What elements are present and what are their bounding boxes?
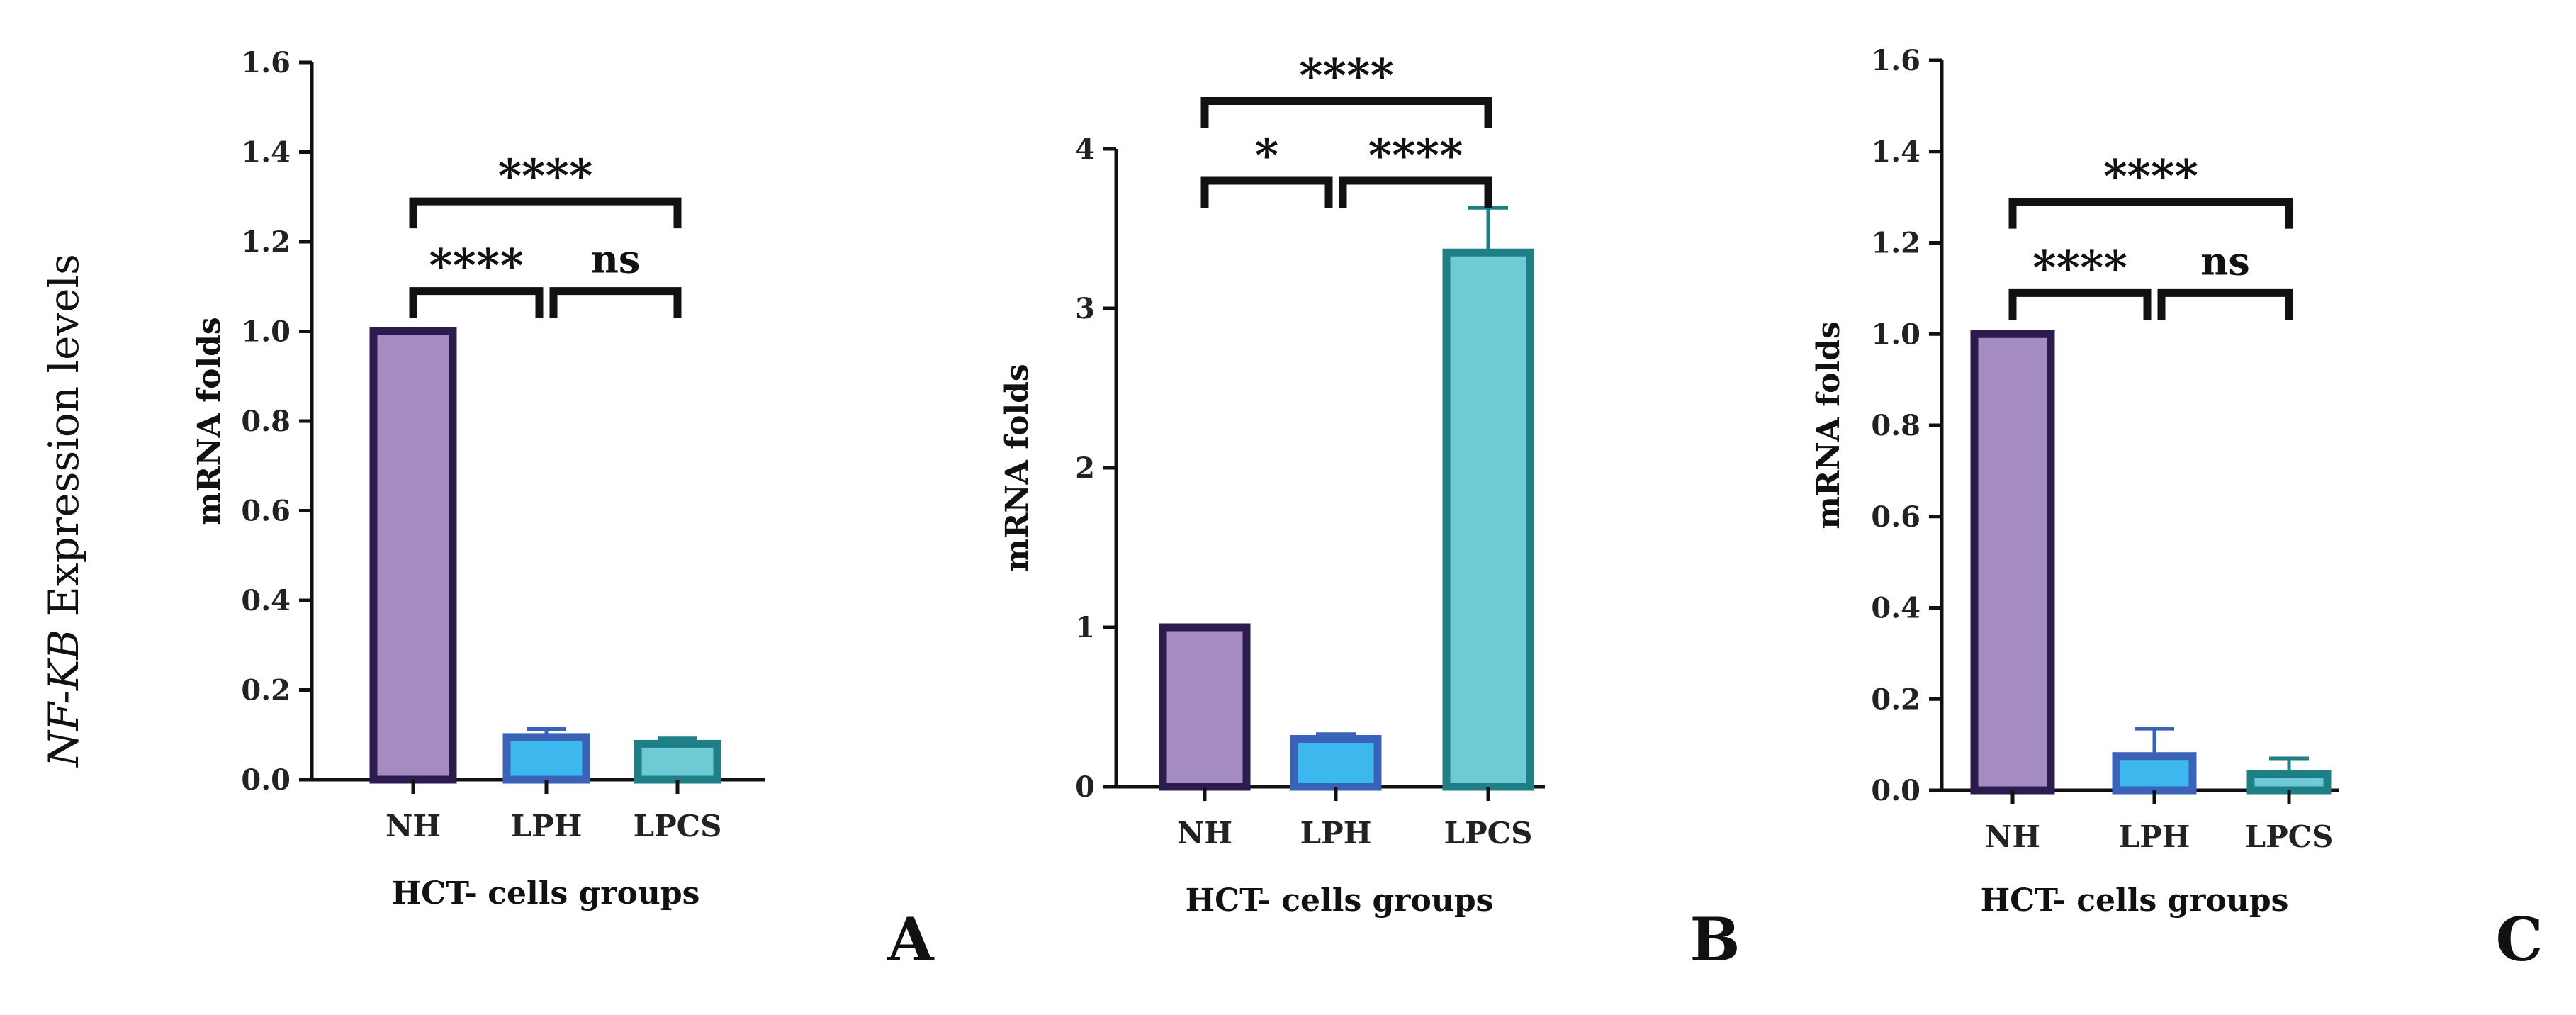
significance-bracket <box>409 287 544 318</box>
y-tick-label: 1.0 <box>241 315 291 349</box>
x-axis-title: HCT- cells groups <box>392 875 700 912</box>
significance-label: **** <box>2032 241 2127 294</box>
y-tick-label: 0.6 <box>241 495 291 528</box>
significance-bracket <box>409 197 682 229</box>
significance-bracket <box>2008 288 2152 320</box>
x-tick-label: LPCS <box>1444 816 1533 851</box>
bar-lph <box>1290 735 1382 791</box>
y-tick-label: 1 <box>1075 611 1095 644</box>
y-tick-label: 0 <box>1075 770 1095 804</box>
y-axis-title: mRNA folds <box>1811 321 1847 529</box>
y-tick-label: 0.6 <box>1871 500 1920 534</box>
y-tick-label: 0.0 <box>1871 774 1920 807</box>
bar-lph <box>502 733 590 784</box>
bar-lph <box>2112 752 2197 795</box>
significance-label: * <box>1255 129 1278 182</box>
significance-bracket <box>1200 176 1333 208</box>
significance-label: **** <box>429 240 524 293</box>
figure-ylabel-italic: NF-KB <box>40 629 88 768</box>
x-tick-label: NH <box>1177 816 1232 851</box>
y-axis-title: mRNA folds <box>191 317 227 525</box>
bar-lpcs <box>2246 770 2332 795</box>
y-tick-label: 0.4 <box>1871 592 1920 625</box>
y-tick-label: 0.0 <box>241 763 291 797</box>
significance-bracket <box>549 287 682 318</box>
y-tick-label: 3 <box>1075 292 1095 325</box>
significance-label: ns <box>2200 238 2250 284</box>
x-tick-label: LPH <box>511 809 583 843</box>
y-tick-label: 1.6 <box>1871 44 1920 77</box>
significance-bracket <box>1339 176 1492 208</box>
significance-label: **** <box>498 150 593 203</box>
y-tick-label: 1.0 <box>1871 318 1920 351</box>
panel-letter: C <box>2496 904 2543 975</box>
x-axis-title: HCT- cells groups <box>1186 882 1494 919</box>
significance-bracket <box>2008 198 2293 229</box>
x-tick-label: NH <box>1985 819 2040 854</box>
y-tick-label: 0.8 <box>241 405 291 438</box>
y-tick-label: 1.4 <box>1871 135 1920 169</box>
x-tick-label: NH <box>386 809 441 843</box>
panel-c: 0.0 0.2 0.4 0.6 0.8 1.0 1.2 1.4 1.6 NH LPH LPCS ****… <box>1811 44 2543 975</box>
bar-lpcs <box>1442 248 1534 791</box>
significance-label: ns <box>591 237 641 282</box>
significance-bracket <box>2157 288 2293 320</box>
significance-bracket <box>1200 97 1492 128</box>
x-axis-title: HCT- cells groups <box>1981 882 2289 919</box>
x-tick-label: LPCS <box>634 809 722 843</box>
y-tick-label: 1.2 <box>1871 227 1920 260</box>
figure-ylabel: NF-KB Expression levels <box>40 254 88 768</box>
bar-lpcs <box>634 739 721 784</box>
y-tick-label: 0.2 <box>1871 683 1920 716</box>
significance-label: **** <box>1368 129 1463 182</box>
x-tick-label: LPCS <box>2245 819 2334 854</box>
bar-nh <box>1970 330 2055 795</box>
significance-label: **** <box>2103 150 2198 203</box>
bar-nh <box>1159 623 1251 791</box>
significance-label: **** <box>1299 50 1394 103</box>
x-tick-label: LPH <box>1300 816 1372 851</box>
y-tick-label: 1.2 <box>241 225 291 259</box>
panel-a: 0.0 0.2 0.4 0.6 0.8 1.0 1.2 1.4 1.6 NH LPH LPCS ****… <box>191 46 935 975</box>
y-tick-label: 4 <box>1075 133 1095 166</box>
bar-nh <box>369 327 457 784</box>
panels: 0.00.20.40.60.81.01.21.41.6NH LPH LPCS****… <box>191 44 2543 975</box>
x-tick-label: LPH <box>2119 819 2190 854</box>
panel-letter: A <box>887 904 935 975</box>
panel-letter: B <box>1690 904 1740 975</box>
figure-ylabel-rest: Expression levels <box>40 254 88 629</box>
y-tick-label: 1.6 <box>241 46 291 79</box>
y-tick-label: 1.4 <box>241 136 291 169</box>
y-tick-label: 0.4 <box>241 584 291 617</box>
y-axis-title: mRNA folds <box>999 364 1035 571</box>
y-tick-label: 2 <box>1075 452 1095 485</box>
y-tick-label: 0.2 <box>241 674 291 707</box>
y-tick-label: 0.8 <box>1871 409 1920 442</box>
